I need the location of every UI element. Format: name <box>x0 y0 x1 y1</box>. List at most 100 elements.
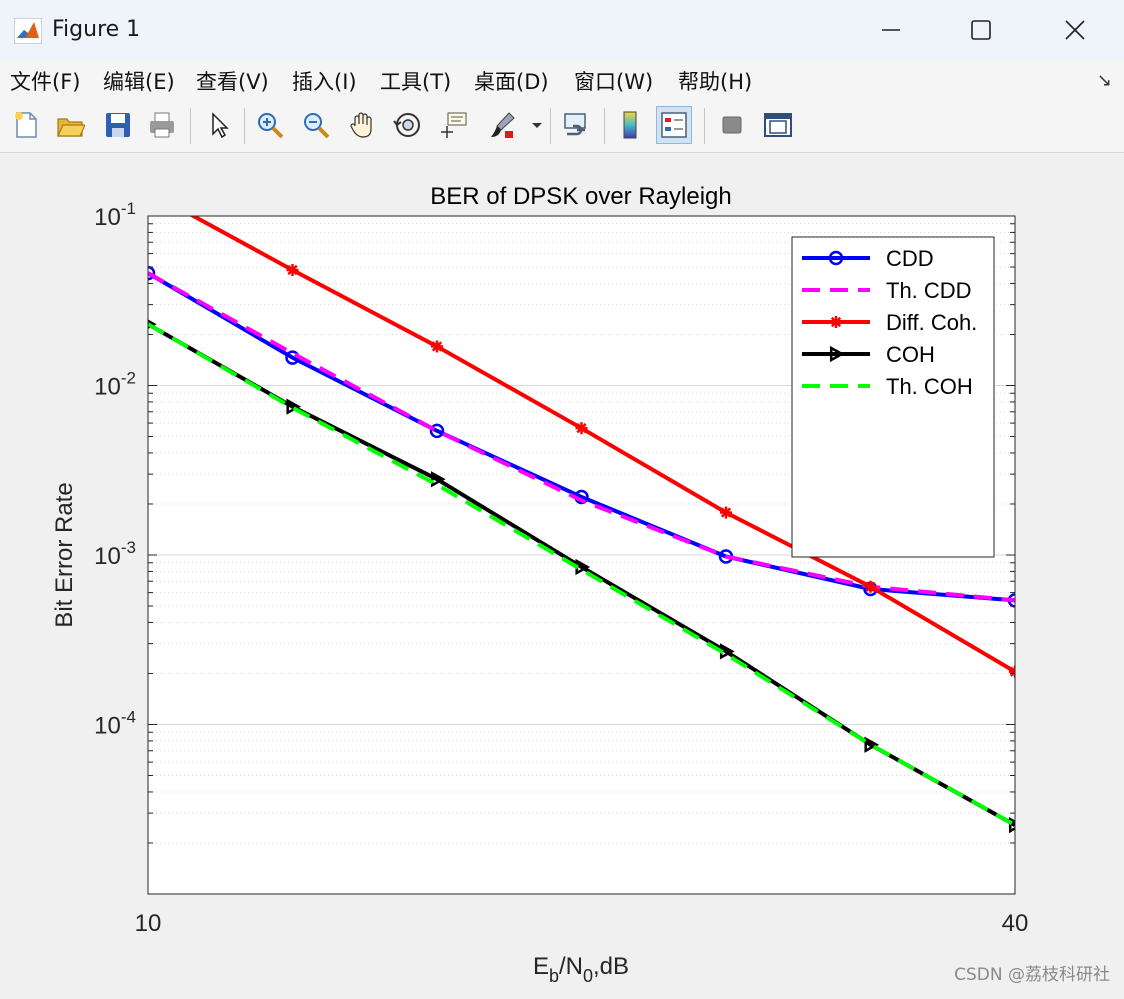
pointer-icon <box>212 112 229 139</box>
legend-entry[interactable]: Diff. Coh. <box>802 310 977 335</box>
hide-plot-tools-button[interactable] <box>714 106 750 144</box>
legend-entry[interactable]: Th. COH <box>802 374 973 399</box>
menu-tools[interactable]: 工具(T) <box>380 70 452 94</box>
legend-entry[interactable]: CDD <box>802 246 934 271</box>
plot-svg[interactable]: 10-1 10-2 10-3 10-4 10 40 BER of DPSK over Ra… <box>0 153 1124 995</box>
data-cursor-icon <box>441 112 467 138</box>
legend-entry[interactable]: Th. CDD <box>802 278 972 303</box>
colorbar-button[interactable] <box>612 106 648 144</box>
brush-button[interactable] <box>484 106 520 144</box>
close-button[interactable] <box>1030 0 1120 60</box>
menu-overflow-arrow-icon[interactable]: ↘ <box>1096 70 1112 91</box>
menu-desktop[interactable]: 桌面(D) <box>474 70 549 94</box>
hide-plot-tools-icon <box>722 116 742 134</box>
menu-bar: 文件(F) 编辑(E) 查看(V) 插入(I) 工具(T) 桌面(D) 窗口(W… <box>0 60 1124 100</box>
print-button[interactable] <box>144 106 180 144</box>
save-button[interactable] <box>100 106 136 144</box>
tick-layer: 10-1 10-2 10-3 10-4 10 40 <box>94 199 1028 937</box>
data-point <box>864 580 877 593</box>
data-point <box>429 423 445 439</box>
data-point <box>142 185 154 197</box>
menu-insert[interactable]: 插入(I) <box>292 70 357 94</box>
data-point <box>864 736 880 753</box>
legend-box <box>791 236 995 558</box>
x-axis-label-main: E <box>533 953 549 980</box>
legend-label: Th. COH <box>886 374 973 399</box>
open-file-icon <box>57 118 85 137</box>
menu-edit[interactable]: 编辑(E) <box>103 70 175 94</box>
y-axis-label: Bit Error Rate <box>51 482 78 627</box>
data-point <box>431 340 443 353</box>
zoom-out-icon <box>304 113 330 139</box>
zoom-out-button[interactable] <box>298 106 334 144</box>
menu-view[interactable]: 查看(V) <box>196 70 269 94</box>
minimize-icon <box>882 29 900 31</box>
pointer-button[interactable] <box>200 106 236 144</box>
data-point <box>830 316 842 328</box>
series-layer <box>142 185 1021 834</box>
zoom-in-icon <box>258 113 284 139</box>
new-figure-button[interactable] <box>8 106 44 144</box>
colorbar-icon <box>623 111 637 139</box>
toolbar <box>0 100 1124 153</box>
series-diff-coh[interactable] <box>142 185 1021 678</box>
legend-button[interactable] <box>656 106 692 144</box>
legend[interactable]: CDD Th. CDD Diff. Coh. COH Th. COH <box>791 236 995 558</box>
zoom-in-button[interactable] <box>252 106 288 144</box>
data-point <box>148 265 156 281</box>
x-axis-label-sub1: b <box>549 966 559 986</box>
window-title: Figure 1 <box>52 17 141 42</box>
minimize-button[interactable] <box>846 0 936 60</box>
data-point <box>148 319 157 329</box>
x-axis-label: Eb/N0,dB <box>533 953 629 986</box>
chevron-down-icon <box>532 123 542 128</box>
close-icon <box>1065 20 1085 40</box>
y-tick-label: 10-2 <box>94 369 136 401</box>
brush-icon <box>491 112 515 138</box>
data-point <box>286 264 299 277</box>
x-tick-label: 10 <box>135 910 162 937</box>
legend-entry[interactable]: COH <box>802 342 935 367</box>
x-axis-label-sub2: 0 <box>583 966 593 986</box>
y-tick-label: 10-4 <box>94 708 136 740</box>
open-file-button[interactable] <box>52 106 88 144</box>
title-bar[interactable]: Figure 1 <box>0 0 1124 60</box>
legend-label: Th. CDD <box>886 278 972 303</box>
show-plot-tools-icon <box>764 113 792 137</box>
x-tick-label: 40 <box>1002 910 1029 937</box>
pan-hand-icon <box>350 112 372 138</box>
new-figure-icon <box>15 112 37 138</box>
data-point <box>575 422 588 435</box>
data-point <box>829 345 845 363</box>
chart-title: BER of DPSK over Rayleigh <box>430 183 731 210</box>
print-icon <box>150 112 174 138</box>
save-icon <box>106 113 130 137</box>
link-plot-button[interactable] <box>558 106 594 144</box>
data-point <box>720 506 732 519</box>
x-axis-label-tail: ,dB <box>593 953 629 980</box>
show-plot-tools-button[interactable] <box>760 106 796 144</box>
grid-lines <box>148 215 1015 895</box>
x-axis-label-mid: /N <box>559 953 583 980</box>
y-tick-label: 10-3 <box>94 538 136 570</box>
menu-file[interactable]: 文件(F) <box>10 70 81 94</box>
data-cursor-button[interactable] <box>436 106 472 144</box>
pan-button[interactable] <box>344 106 380 144</box>
menu-help[interactable]: 帮助(H) <box>678 70 753 94</box>
brush-dropdown-button[interactable] <box>526 106 548 144</box>
series-line <box>148 322 1015 827</box>
y-tick-label: 10-1 <box>94 199 136 231</box>
figure-canvas[interactable]: 10-1 10-2 10-3 10-4 10 40 BER of DPSK over Ra… <box>0 153 1124 995</box>
legend-label: Diff. Coh. <box>886 310 977 335</box>
data-point <box>430 471 446 488</box>
rotate-3d-button[interactable] <box>390 106 426 144</box>
maximize-button[interactable] <box>936 0 1026 60</box>
watermark: CSDN @荔枝科研社 <box>954 965 1110 985</box>
data-point <box>828 250 844 266</box>
rotate-3d-icon <box>393 113 420 137</box>
menu-window[interactable]: 窗口(W) <box>574 70 654 94</box>
maximize-icon <box>971 20 991 40</box>
matlab-app-icon <box>14 18 42 44</box>
legend-label: COH <box>886 342 935 367</box>
